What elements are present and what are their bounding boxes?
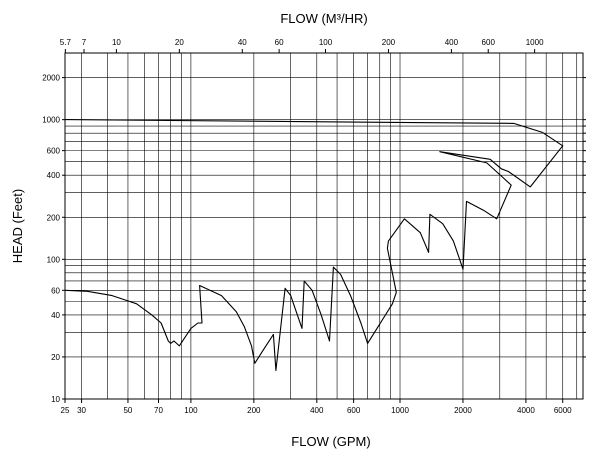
bottom-tick-label: 25 <box>61 406 70 415</box>
bottom-tick-label: 600 <box>347 406 361 415</box>
x-top-axis-title: FLOW (M³/HR) <box>280 11 367 26</box>
bottom-tick-label: 50 <box>123 406 132 415</box>
left-tick-label: 20 <box>51 353 60 362</box>
left-tick-label: 40 <box>51 311 60 320</box>
bottom-tick-label: 200 <box>247 406 261 415</box>
left-tick-label: 1000 <box>42 116 60 125</box>
top-tick-label: 40 <box>238 38 247 47</box>
top-tick-label: 100 <box>319 38 333 47</box>
ticks <box>62 49 586 403</box>
bottom-tick-label: 1000 <box>391 406 409 415</box>
bottom-tick-label: 30 <box>77 406 86 415</box>
left-tick-label: 2000 <box>42 74 60 83</box>
x-bottom-axis-title: FLOW (GPM) <box>291 434 370 449</box>
top-tick-label: 200 <box>382 38 396 47</box>
left-tick-label: 10 <box>51 395 60 404</box>
bottom-tick-label: 70 <box>154 406 163 415</box>
top-tick-label: 10 <box>112 38 121 47</box>
bottom-tick-label: 6000 <box>554 406 572 415</box>
top-tick-label: 1000 <box>526 38 544 47</box>
top-tick-label: 5.7 <box>60 38 72 47</box>
left-tick-label: 200 <box>47 213 61 222</box>
top-tick-label: 400 <box>445 38 459 47</box>
bottom-tick-label: 100 <box>184 406 198 415</box>
y-axis-title: HEAD (Feet) <box>10 189 25 263</box>
bottom-tick-label: 2000 <box>454 406 472 415</box>
left-tick-label: 100 <box>47 255 61 264</box>
tick-labels: 25 30 50 70 100 200 400 600 1000 2000 4000 6000 5.7 7… <box>42 38 572 415</box>
left-tick-label: 60 <box>51 286 60 295</box>
bottom-tick-label: 4000 <box>517 406 535 415</box>
left-tick-label: 400 <box>47 171 61 180</box>
grid <box>65 53 583 399</box>
top-tick-label: 60 <box>275 38 284 47</box>
top-tick-label: 600 <box>482 38 496 47</box>
left-tick-label: 600 <box>47 147 61 156</box>
top-tick-label: 20 <box>175 38 184 47</box>
series-curve <box>64 119 564 372</box>
bottom-tick-label: 400 <box>310 406 324 415</box>
plot-frame <box>64 52 584 400</box>
top-tick-label: 7 <box>82 38 87 47</box>
